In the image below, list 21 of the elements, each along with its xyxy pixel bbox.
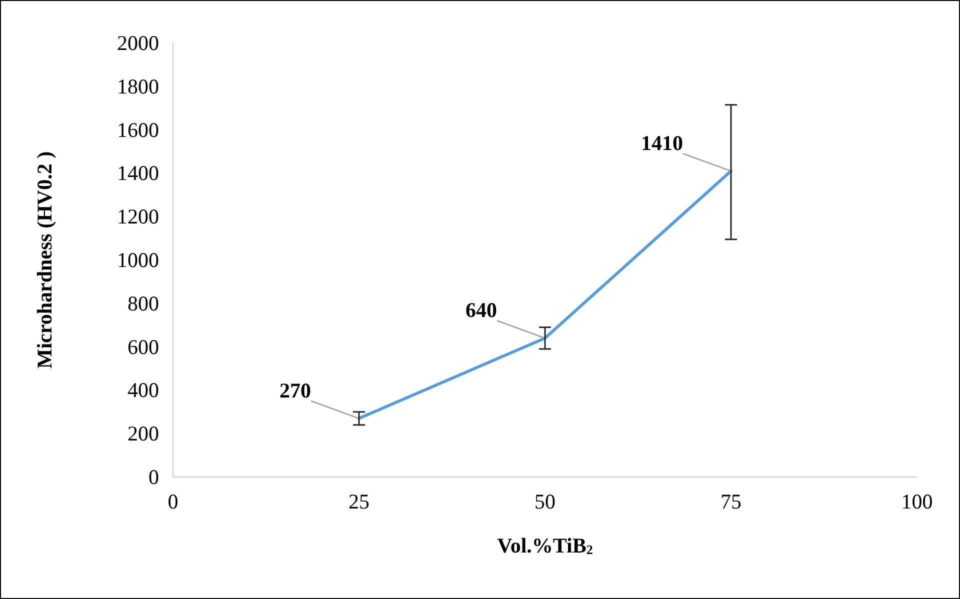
y-axis-title: Microhardness (HV0.2 ): [32, 151, 56, 369]
x-axis-title: Vol.%TiB2: [497, 534, 593, 558]
y-tick-label: 1200: [117, 204, 159, 229]
x-tick-label: 100: [901, 490, 933, 514]
data-label: 640: [466, 298, 497, 322]
y-tick-label: 800: [128, 291, 159, 316]
data-label: 1410: [641, 131, 683, 156]
data-label: 270: [280, 378, 311, 402]
y-tick-label: 0: [148, 465, 159, 489]
y-tick-label: 400: [128, 378, 159, 402]
y-tick-label: 2000: [117, 31, 159, 55]
y-tick-label: 1400: [117, 161, 159, 186]
y-tick-label: 200: [128, 422, 159, 446]
y-tick-label: 1600: [117, 118, 159, 142]
y-tick-label: 600: [128, 334, 159, 359]
y-tick-label: 1800: [117, 74, 159, 98]
y-tick-label: 1000: [117, 248, 159, 272]
x-tick-label: 25: [348, 490, 370, 514]
x-tick-label: 75: [720, 490, 742, 514]
x-tick-label: 50: [534, 490, 556, 514]
x-tick-label: 0: [168, 490, 178, 514]
